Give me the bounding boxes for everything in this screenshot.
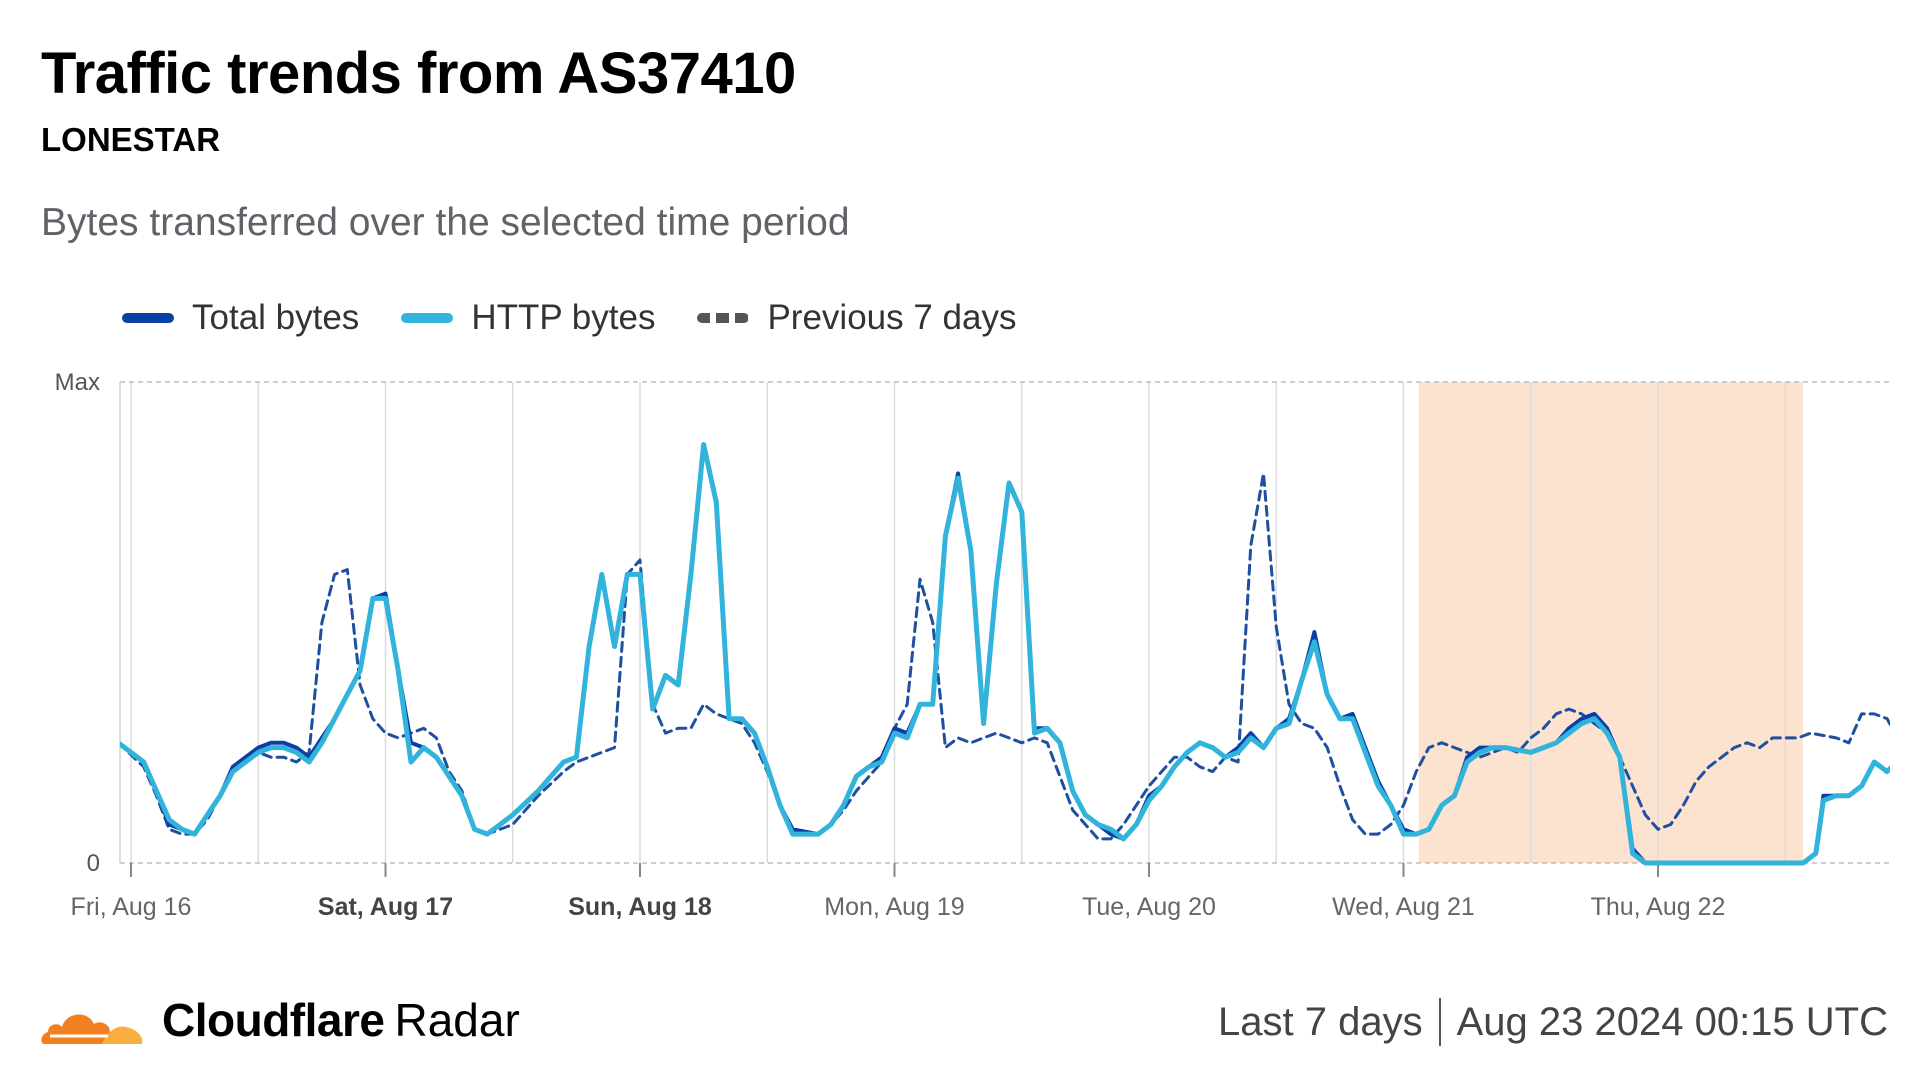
series-line-http-bytes [120,442,1890,866]
x-tick-label: Thu, Aug 22 [1591,893,1726,921]
traffic-line-chart[interactable]: 0 Max Fri, Aug 16 Sat, Aug 17 Sun, Aug 18 Mon… [0,360,1920,940]
cloudflare-cloud-icon [41,1014,143,1044]
chart-title: Traffic trends from AS37410 [41,41,796,106]
cloudflare-radar-brand: Cloudflare Radar [40,990,520,1050]
legend-swatch-previous-7-days [697,313,750,323]
chart-description: Bytes transferred over the selected time… [41,201,850,244]
x-tick-label: Sat, Aug 17 [318,893,453,921]
legend-swatch-http-bytes [401,313,454,323]
brand-product: Radar [394,994,520,1046]
legend-label: HTTP bytes [471,298,656,337]
series-line-previous-7-days [120,471,1890,841]
time-period-label: Last 7 days [1218,999,1423,1044]
asn-name: LONESTAR [41,121,221,158]
y-tick-label: 0 [87,850,100,877]
separator [1438,998,1441,1046]
x-tick-label: Mon, Aug 19 [824,893,964,921]
x-tick-label: Sun, Aug 18 [568,893,712,921]
x-tick-label: Wed, Aug 21 [1332,893,1475,921]
brand-name: Cloudflare [162,994,385,1046]
legend-item-http-bytes[interactable]: HTTP bytes [401,298,655,338]
y-tick-label: Max [55,369,100,396]
legend-item-previous-7-days[interactable]: Previous 7 days [697,298,1016,338]
legend-item-total-bytes[interactable]: Total bytes [122,298,359,338]
chart-legend: Total bytes HTTP bytes Previous 7 days [122,296,1058,340]
legend-swatch-total-bytes [122,313,174,323]
timestamp-label: Aug 23 2024 00:15 UTC [1456,999,1888,1044]
footer-metadata: Last 7 days Aug 23 2024 00:15 UTC [1218,998,1888,1046]
x-tick-label: Tue, Aug 20 [1082,893,1216,921]
outage-highlight-band [1418,382,1804,863]
legend-label: Total bytes [192,298,360,337]
legend-label: Previous 7 days [767,298,1017,337]
x-tick-label: Fri, Aug 16 [71,893,192,921]
